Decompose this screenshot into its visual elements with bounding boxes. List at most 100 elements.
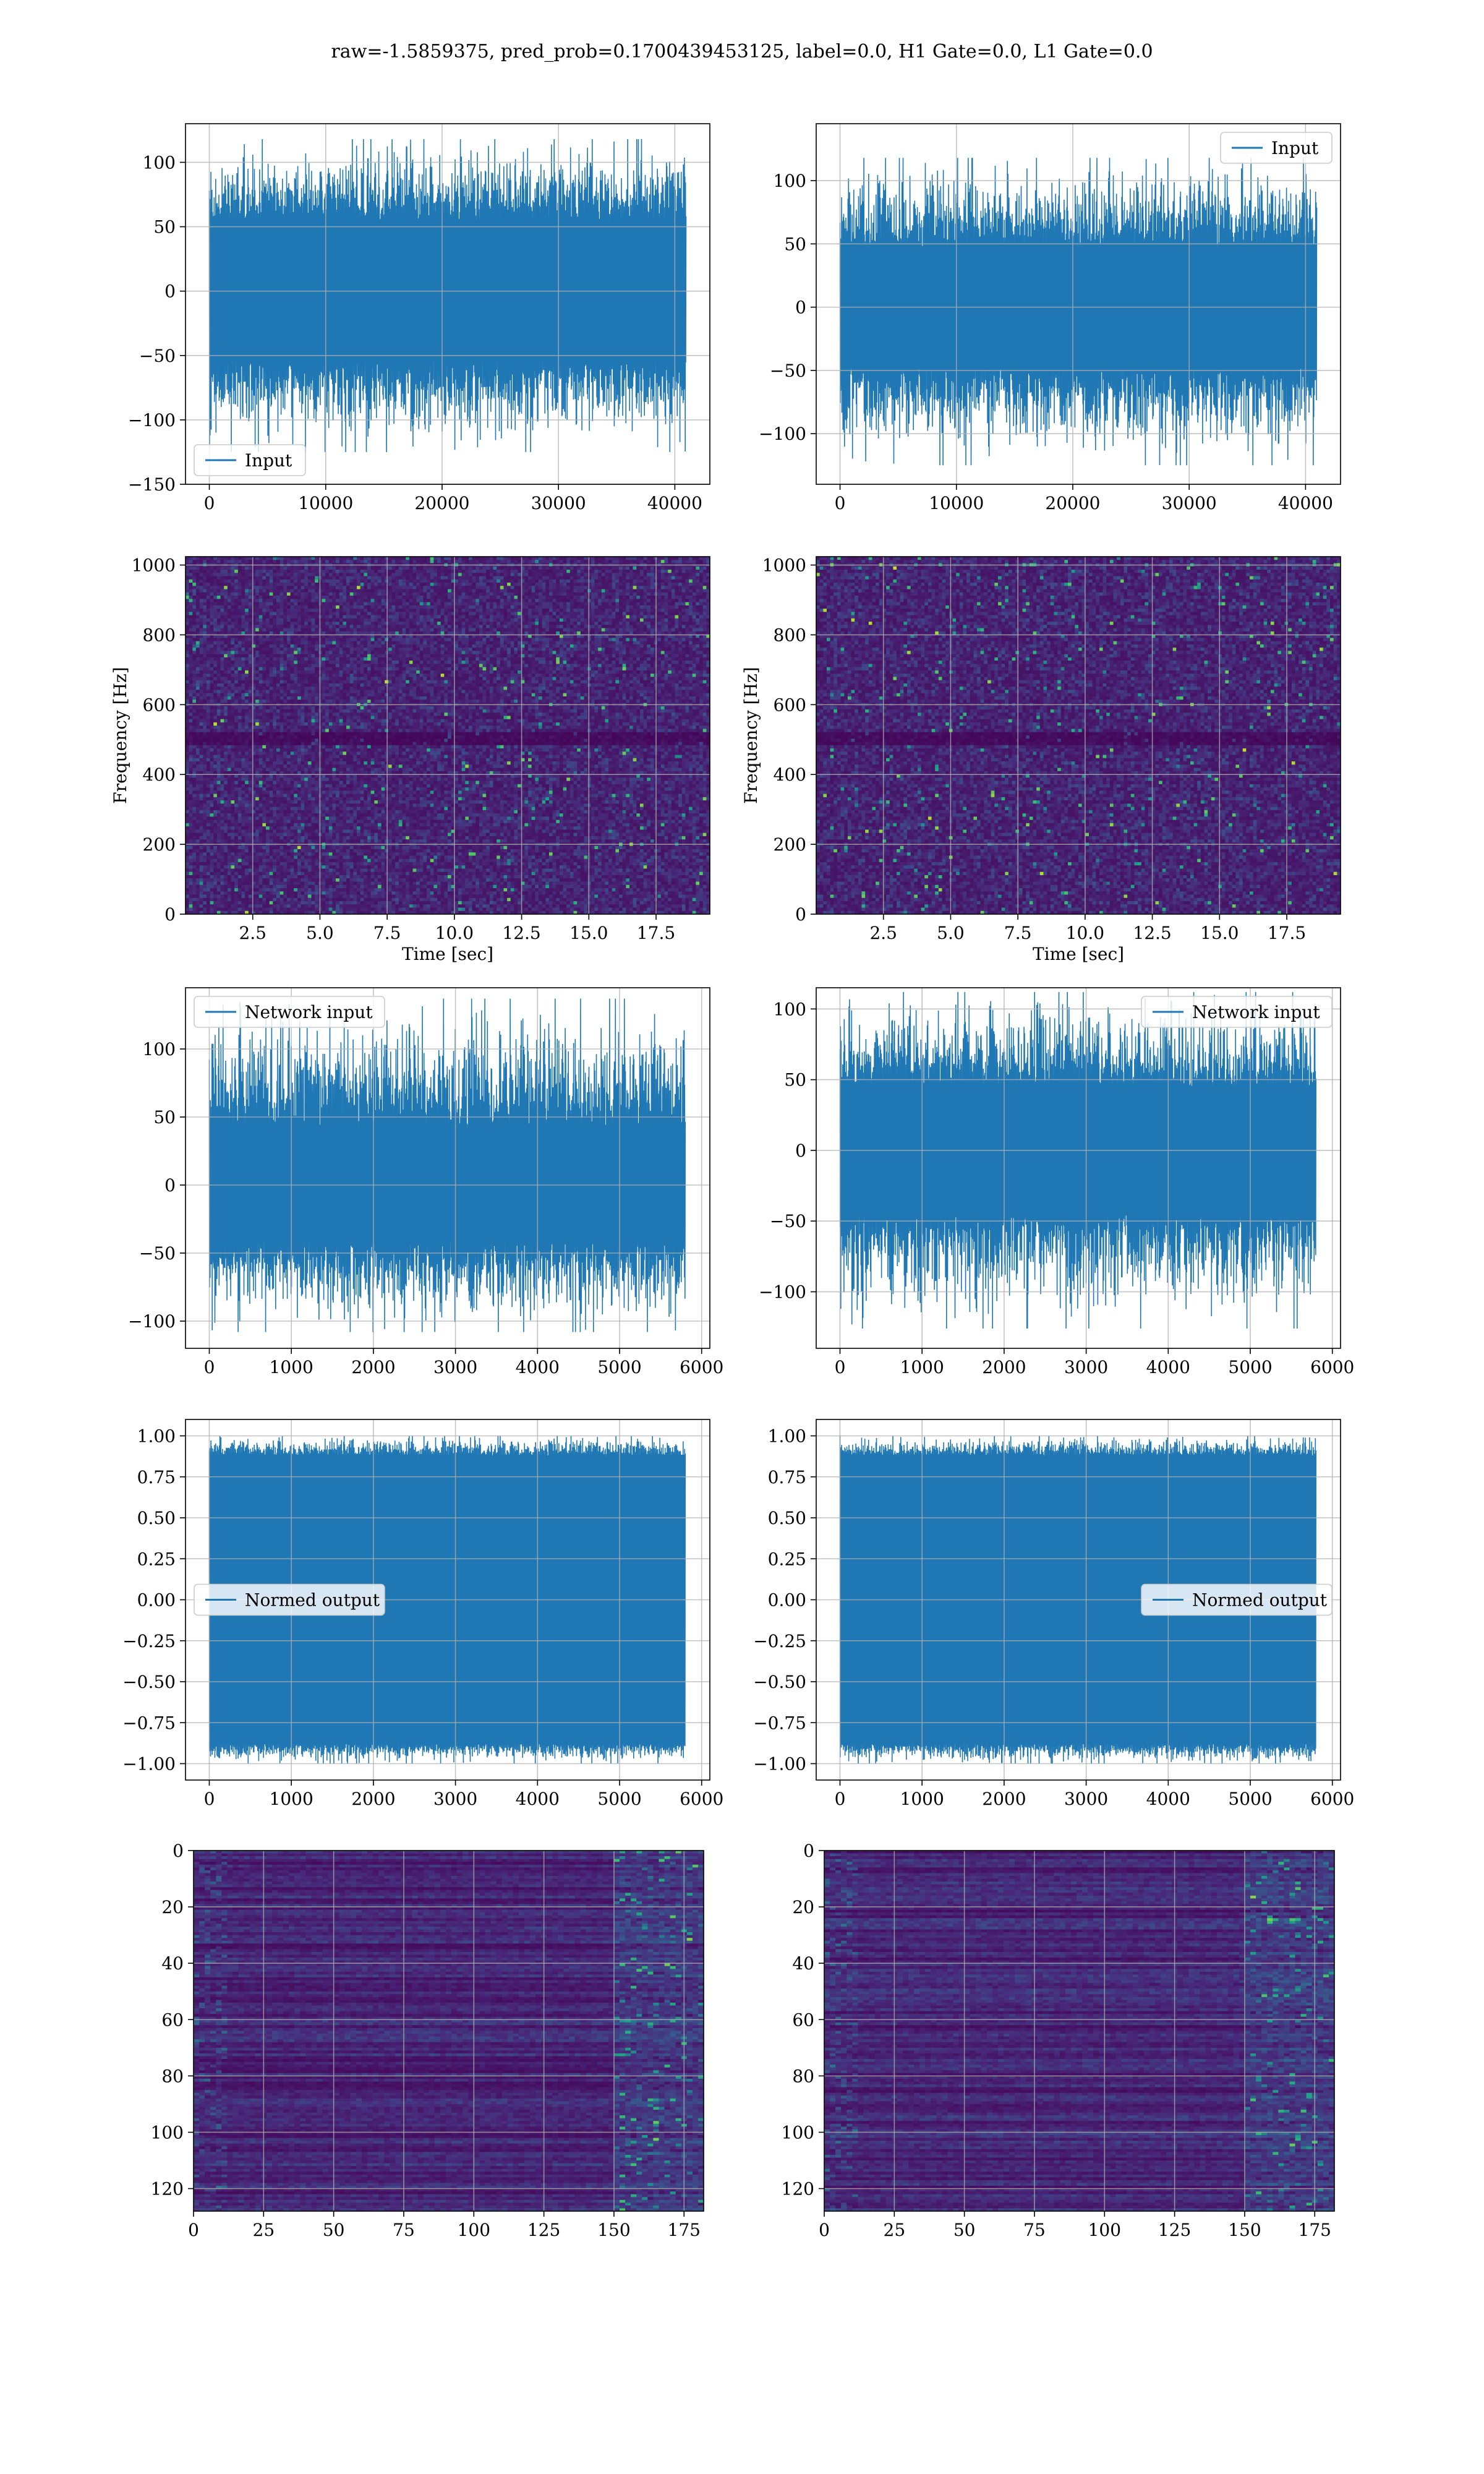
l1-network-input-ytick-label: −100 [759, 1282, 806, 1303]
l1-feature-map-ytick-label: 120 [782, 2179, 814, 2199]
h1-feature-map-xtick-label: 125 [527, 2220, 560, 2240]
h1-input-xtick-label: 40000 [647, 493, 702, 513]
h1-normed-output-ytick-label: 0.25 [137, 1549, 176, 1569]
l1-normed-output-axes: 0 1000 2000 3000 4000 5000 6000 −1.00 −0.75 −0.50… [753, 1419, 1354, 1809]
h1-network-input-xtick-label: 2000 [351, 1357, 395, 1377]
l1-spectrogram-xtick-label: 2.5 [869, 923, 897, 943]
l1-feature-map-ytick-label: 80 [792, 2066, 814, 2086]
l1-network-input-ytick-label: 0 [795, 1141, 806, 1161]
h1-network-input-ytick-label: −50 [139, 1243, 176, 1264]
h1-network-input-xtick-label: 3000 [433, 1357, 477, 1377]
h1-normed-output-xtick-label: 4000 [516, 1789, 560, 1809]
l1-input-legend-label: Input [1271, 138, 1319, 158]
h1-input-ytick-label: 0 [164, 281, 176, 302]
l1-network-input-series-line [839, 991, 1316, 1329]
l1-input-xtick-label: 0 [835, 493, 846, 513]
l1-input-ytick-label: 50 [784, 234, 806, 254]
h1-feature-map-xtick-label: 75 [393, 2220, 415, 2240]
l1-spectrogram-ytick-label: 400 [774, 764, 806, 785]
h1-network-input-xtick-label: 5000 [597, 1357, 641, 1377]
l1-normed-output-legend: Normed output [1141, 1583, 1333, 1616]
l1-spectrogram-xtick-label: 7.5 [1004, 923, 1032, 943]
h1-feature-map-xtick-label: 50 [323, 2220, 345, 2240]
l1-input-xtick-label: 30000 [1162, 493, 1217, 513]
l1-input-ytick-label: 100 [774, 171, 806, 191]
l1-network-input-ytick-label: 50 [784, 1070, 806, 1090]
h1-feature-map-heatmap-cells [194, 1851, 704, 2211]
l1-spectrogram-xlabel: Time [sec] [1033, 944, 1124, 964]
l1-network-input-plot-area [839, 991, 1316, 1329]
l1-normed-output-ytick-label: 0.25 [768, 1549, 806, 1569]
h1-input-legend: Input [194, 444, 306, 476]
h1-feature-map-frame [193, 1850, 704, 2212]
l1-network-input-xtick-label: 0 [835, 1357, 846, 1377]
l1-normed-output-xtick-label: 2000 [982, 1789, 1026, 1809]
h1-spectrogram-xtick-label: 10.0 [435, 923, 474, 943]
h1-network-input-series-line [208, 998, 686, 1332]
h1-spectrogram-plot-area [186, 557, 710, 914]
l1-normed-output-ytick-label: 0.00 [768, 1590, 806, 1611]
h1-normed-output-ytick-label: −0.50 [122, 1672, 176, 1692]
l1-normed-output-ytick-label: −1.00 [753, 1754, 806, 1774]
l1-spectrogram-ytick-label: 600 [774, 695, 806, 715]
l1-feature-map-ytick-label: 60 [792, 2010, 814, 2030]
h1-network-input-xtick-label: 4000 [516, 1357, 560, 1377]
l1-input-grid [816, 124, 1341, 484]
l1-input-xtick-label: 40000 [1278, 493, 1333, 513]
h1-spectrogram-xtick-label: 12.5 [502, 923, 540, 943]
l1-feature-map-xtick-label: 75 [1023, 2220, 1046, 2240]
l1-normed-output-legend-label: Normed output [1192, 1590, 1328, 1611]
l1-normed-output-ytick-label: 1.00 [768, 1426, 806, 1447]
l1-feature-map-ytick-label: 40 [792, 1953, 814, 1974]
l1-feature-map-plot-area [824, 1851, 1334, 2211]
h1-normed-output-ytick-label: −0.75 [122, 1713, 176, 1733]
l1-input-xtick-label: 20000 [1045, 493, 1100, 513]
h1-network-input-ytick-label: −100 [128, 1311, 176, 1332]
l1-normed-output-ytick-label: −0.50 [753, 1672, 806, 1692]
l1-feature-map-xtick-label: 125 [1158, 2220, 1191, 2240]
figure-suptitle: raw=-1.5859375, pred_prob=0.170043945312… [0, 41, 1484, 62]
h1-normed-output-ytick-label: 0.50 [137, 1508, 176, 1528]
h1-network-input-legend-box [194, 996, 385, 1028]
h1-input-ytick-label: 50 [153, 217, 176, 238]
l1-normed-output-xtick-label: 1000 [900, 1789, 944, 1809]
l1-normed-output-ytick-label: 0.75 [768, 1467, 806, 1487]
h1-network-input-ytick-label: 0 [164, 1175, 176, 1196]
l1-normed-output-ytick-label: −0.75 [753, 1713, 806, 1733]
l1-network-input-xtick-label: 2000 [982, 1357, 1026, 1377]
h1-feature-map-ytick-label: 80 [161, 2066, 184, 2086]
l1-input-axes: 0 10000 20000 30000 40000 −100 −50 0 50 100 Input [759, 123, 1341, 513]
l1-normed-output-ytick-label: −0.25 [753, 1631, 806, 1651]
h1-normed-output-xtick-label: 3000 [433, 1789, 477, 1809]
h1-network-input-frame [185, 987, 710, 1349]
l1-feature-map-ytick-label: 100 [782, 2122, 814, 2142]
h1-feature-map-ytick-label: 120 [151, 2179, 184, 2199]
l1-spectrogram-frame [816, 556, 1341, 915]
h1-network-input-xtick-label: 6000 [680, 1357, 723, 1377]
h1-feature-map-plot-area [194, 1851, 704, 2211]
h1-network-input-legend-label: Network input [245, 1002, 373, 1022]
h1-feature-map-ytick-label: 60 [161, 2010, 184, 2030]
l1-spectrogram-heatmap-cells [816, 557, 1341, 914]
l1-normed-output-xtick-label: 4000 [1146, 1789, 1190, 1809]
h1-spectrogram-frame [185, 556, 710, 915]
h1-input-axes: 0 10000 20000 30000 40000 −150 −100 −50 0 50 100 In… [128, 123, 710, 513]
l1-normed-output-series-line [839, 1436, 1316, 1764]
l1-input-ytick-label: −50 [770, 361, 806, 381]
l1-input-xtick-label: 10000 [929, 493, 984, 513]
h1-network-input-ytick-label: 100 [143, 1039, 176, 1059]
h1-spectrogram-heatmap-cells [186, 557, 710, 914]
l1-input-legend: Input [1220, 132, 1333, 164]
h1-network-input-axes: 0 1000 2000 3000 4000 5000 6000 −100 −50 0 50 100 Ne… [128, 987, 723, 1377]
h1-network-input-xtick-label: 1000 [270, 1357, 313, 1377]
h1-normed-output-legend-label: Normed output [245, 1590, 380, 1611]
l1-network-input-xtick-label: 1000 [900, 1357, 944, 1377]
h1-input-legend-label: Input [245, 450, 292, 471]
h1-normed-output-xtick-label: 0 [204, 1789, 215, 1809]
l1-spectrogram-plot-area [816, 557, 1341, 914]
h1-spectrogram-xtick-label: 15.0 [569, 923, 608, 943]
h1-input-xtick-label: 10000 [298, 493, 353, 513]
h1-feature-map-ytick-label: 40 [161, 1953, 184, 1974]
h1-spectrogram-xlabel: Time [sec] [402, 944, 493, 964]
h1-input-ytick-label: −100 [128, 410, 176, 430]
